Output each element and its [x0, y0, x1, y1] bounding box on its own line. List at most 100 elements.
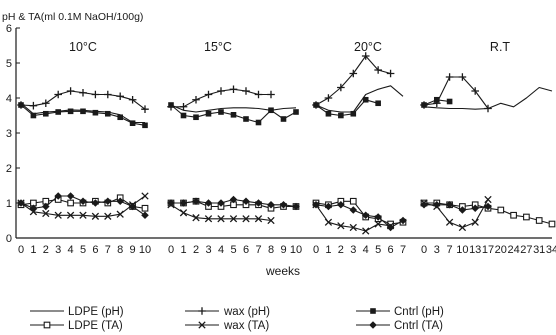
data-point-cntrl-ta [337, 200, 345, 209]
x-tick-label: 13 [469, 244, 481, 256]
x-tick-label: 9 [280, 244, 286, 256]
data-point-wax-ta [349, 223, 357, 232]
panel-label: 20°C [354, 40, 382, 54]
data-point-wax-ta [471, 218, 479, 226]
legend-item-cntrl-ta: Cntrl (TA) [356, 320, 443, 332]
x-tick-label: 4 [363, 244, 369, 256]
data-point-cntrl-ta [192, 197, 200, 206]
data-point-wax-ta [242, 215, 250, 223]
x-tick-label: 2 [43, 244, 49, 256]
data-point-cntrl-ta [471, 204, 479, 213]
legend-label: LDPE (TA) [68, 320, 123, 332]
y-tick-label: 6 [6, 23, 12, 35]
data-point-wax-ph [91, 90, 100, 99]
data-point-cntrl-ta [433, 200, 441, 209]
y-tick-label: 5 [6, 58, 12, 70]
legend-label: LDPE (pH) [68, 306, 124, 318]
y-tick-label: 3 [6, 128, 12, 140]
x-tick-label: 7 [255, 244, 261, 256]
data-point-wax-ph [104, 90, 112, 99]
x-tick-label: 34 [546, 244, 556, 256]
data-point-wax-ph [204, 90, 213, 99]
data-point-cntrl-ph [230, 112, 237, 118]
data-point-cntrl-ph [142, 122, 148, 129]
data-point-cntrl-ph [205, 110, 212, 117]
data-point-wax-ta [91, 212, 100, 220]
data-point-ldpe-ta [548, 220, 556, 228]
x-tick-label: 1 [325, 244, 331, 256]
data-point-cntrl-ta [420, 200, 428, 209]
data-point-cntrl-ta [349, 206, 358, 214]
data-point-wax-ta [217, 215, 225, 223]
legend-marker [369, 321, 377, 329]
data-point-wax-ta [267, 216, 275, 225]
data-point-cntrl-ph [350, 110, 357, 117]
data-point-cntrl-ta [29, 204, 38, 213]
data-point-wax-ta [229, 215, 238, 223]
data-point-wax-ta [179, 209, 188, 217]
x-tick-label: 10 [456, 244, 468, 256]
data-point-wax-ta [362, 227, 370, 235]
data-point-cntrl-ta [91, 199, 100, 207]
x-tick-label: 1 [180, 244, 186, 256]
data-point-wax-ph [458, 73, 467, 81]
data-point-cntrl-ph [55, 109, 61, 115]
data-point-wax-ph [374, 66, 382, 74]
data-point-wax-ph [116, 92, 124, 101]
x-tick-label: 3 [55, 244, 61, 256]
data-point-wax-ta [66, 211, 75, 219]
data-point-wax-ph [484, 104, 492, 113]
x-tick-label: 4 [68, 244, 74, 256]
x-tick-label: 27 [520, 244, 532, 256]
data-point-cntrl-ta [386, 223, 395, 232]
data-point-wax-ph [361, 52, 370, 60]
legend-marker [198, 307, 206, 315]
panel-label: R.T [490, 40, 511, 54]
data-point-wax-ph [471, 87, 479, 95]
data-point-cntrl-ta [324, 202, 333, 211]
legend-marker [43, 321, 51, 329]
series-line-cntrl-ph [315, 99, 379, 117]
data-point-wax-ph [29, 101, 38, 110]
x-tick-label: 5 [230, 244, 236, 256]
data-point-cntrl-ph [105, 110, 111, 117]
legend-item-wax-ta: wax (TA) [185, 320, 269, 332]
data-point-wax-ph [337, 83, 345, 92]
data-point-wax-ph [445, 73, 454, 81]
data-point-wax-ta [141, 192, 149, 200]
x-tick-label: 0 [18, 244, 24, 256]
x-tick-label: 0 [313, 244, 319, 256]
data-point-cntrl-ta [128, 202, 137, 211]
data-point-cntrl-ph [446, 98, 453, 105]
data-point-wax-ph [242, 87, 250, 95]
legend-item-wax-ph: wax (pH) [185, 306, 270, 318]
y-tick-label: 0 [6, 233, 12, 245]
x-tick-label: 17 [482, 244, 494, 256]
data-point-cntrl-ta [484, 202, 492, 211]
data-point-wax-ta [79, 211, 87, 219]
data-point-cntrl-ta [116, 197, 124, 206]
data-point-wax-ph [54, 90, 62, 99]
legend-label: Cntrl (pH) [394, 306, 444, 318]
data-point-wax-ph [66, 87, 75, 95]
data-point-cntrl-ta [312, 200, 320, 209]
data-point-ldpe-ta [141, 204, 149, 212]
data-point-cntrl-ta [42, 202, 50, 211]
legend: LDPE (pH) LDPE (TA) wax (pH) wax (TA) Cntrl … [30, 306, 444, 332]
x-tick-label: 31 [533, 244, 545, 256]
data-point-ldpe-ta [535, 217, 543, 224]
legend-label: wax (pH) [223, 306, 270, 318]
x-tick-label: 6 [388, 244, 394, 256]
x-tick-label: 8 [268, 244, 274, 256]
legend-item-ldpe-ta: LDPE (TA) [30, 320, 123, 332]
data-point-wax-ph [192, 95, 200, 104]
y-tick-label: 4 [6, 93, 12, 105]
data-point-wax-ph [179, 102, 188, 111]
legend-item-cntrl-ph: Cntrl (pH) [356, 306, 444, 318]
legend-marker [370, 308, 376, 314]
data-point-wax-ta [484, 195, 492, 204]
data-point-cntrl-ph [375, 100, 381, 107]
data-point-wax-ph [267, 90, 275, 99]
